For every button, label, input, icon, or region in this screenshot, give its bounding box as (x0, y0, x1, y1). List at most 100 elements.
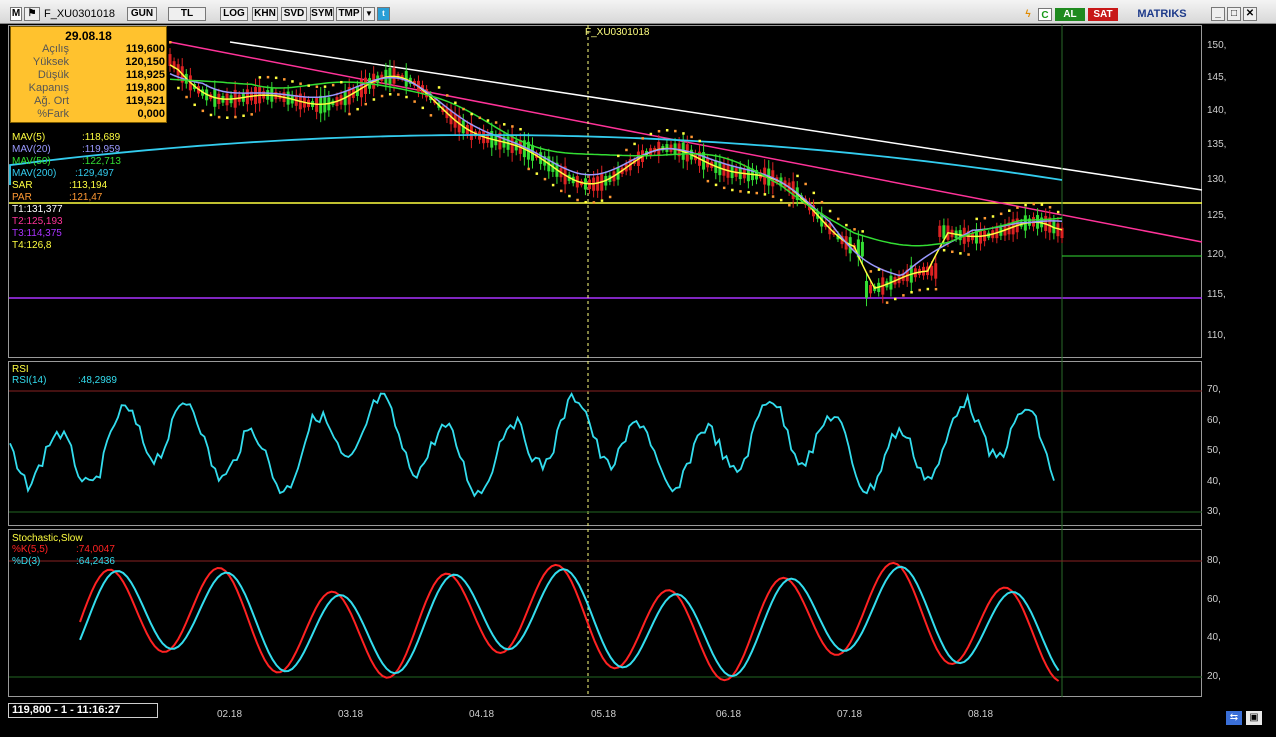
sar-dot (657, 129, 661, 133)
sar-dot (340, 80, 343, 84)
matriks-m-icon[interactable]: M (10, 7, 22, 21)
sar-dot (283, 78, 286, 81)
sar-dot (364, 102, 368, 106)
sar-dot (551, 183, 555, 187)
sar-dot (315, 85, 319, 88)
currency-button[interactable]: TL (168, 7, 206, 21)
rsi-tick: 40, (1207, 476, 1221, 487)
settings-icon[interactable]: ▣ (1246, 711, 1262, 725)
twitter-icon[interactable]: t (377, 7, 390, 21)
stochastic-panel[interactable] (8, 529, 1202, 697)
sar-dot (323, 85, 327, 88)
sar-value: :113,194 (69, 180, 108, 191)
sar-dot (421, 106, 425, 110)
period-button[interactable]: GUN (127, 7, 157, 21)
mav5-value: :118,689 (82, 132, 121, 143)
mav200-label: MAV(200) (12, 168, 57, 179)
sar-dot (942, 248, 946, 252)
mav20-label: MAV(20) (12, 144, 51, 155)
sar-dot (584, 200, 587, 204)
sar-dot (682, 132, 685, 135)
sar-dot (861, 230, 864, 233)
rsi-tick: 60, (1207, 415, 1221, 426)
candle-body (856, 239, 860, 258)
sar-dot (543, 177, 547, 181)
close-icon[interactable]: ✕ (1243, 7, 1257, 21)
sar-dot (739, 190, 742, 193)
price-tick: 135, (1207, 139, 1227, 150)
price-tick: 120, (1207, 249, 1227, 260)
info-row-diff: %Fark 0,000 (37, 108, 165, 120)
tmp-button[interactable]: TMP (336, 7, 362, 21)
flag-icon[interactable]: ⚑ (24, 7, 40, 21)
svd-button[interactable]: SVD (281, 7, 307, 21)
status-bar: 119,800 - 1 - 11:16:27 02.18 03.18 04.18… (0, 700, 1276, 737)
price-panel[interactable] (8, 25, 1202, 358)
candle-body (864, 281, 868, 298)
toolbar: M ⚑ F_XU0301018 GUN TL LOG KHN SVD SYM T… (0, 0, 1276, 24)
sar-dot (991, 215, 995, 218)
sar-dot (608, 195, 612, 199)
sar-dot (258, 76, 262, 79)
buy-button[interactable]: AL (1055, 8, 1085, 21)
date-tick: 03.18 (338, 709, 364, 720)
sell-button[interactable]: SAT (1088, 8, 1118, 21)
trendline-t1 (229, 41, 1203, 191)
rsi-tick: 30, (1207, 506, 1221, 517)
rsi-line (9, 391, 1055, 498)
mav200-line (9, 134, 1063, 185)
sar-dot (999, 212, 1003, 216)
minimize-icon[interactable]: _ (1211, 7, 1225, 21)
stoch-k-line (79, 561, 1060, 682)
sar-dot (926, 287, 930, 291)
maximize-icon[interactable]: □ (1227, 7, 1241, 21)
sar-dot (527, 167, 530, 171)
sar-dot (771, 195, 775, 198)
sar-dot (234, 115, 237, 119)
sar-dot (1056, 210, 1060, 214)
sar-dot (291, 80, 294, 83)
mav20-value: :119,959 (82, 144, 121, 155)
price-tick: 125, (1207, 210, 1227, 221)
sar-dot (226, 116, 229, 119)
stoch-tick: 80, (1207, 555, 1221, 566)
khn-button[interactable]: KHN (252, 7, 278, 21)
price-tick: 140, (1207, 105, 1227, 116)
stoch-k-value: :74,0047 (76, 544, 115, 555)
sar-dot (959, 252, 962, 255)
sar-dot (307, 84, 310, 87)
date-tick: 06.18 (716, 709, 742, 720)
log-button[interactable]: LOG (220, 7, 248, 21)
dropdown-arrow-icon[interactable]: ▼ (363, 7, 375, 21)
sync-icon[interactable]: ⇆ (1226, 711, 1242, 725)
info-row-open: Açılış 119,600 (42, 43, 165, 55)
stoch-title: Stochastic,Slow (12, 533, 83, 544)
mav20-line (169, 73, 1063, 277)
rsi-panel[interactable] (8, 361, 1202, 526)
sar-dot (975, 217, 978, 221)
sar-dot (1024, 203, 1027, 207)
sar-dot (690, 135, 693, 139)
sar-dot (592, 201, 596, 204)
symbol-title[interactable]: F_XU0301018 (44, 8, 115, 20)
sar-dot (641, 137, 644, 140)
sar-dot (853, 228, 856, 231)
refresh-icon[interactable]: C (1038, 8, 1052, 21)
date-tick: 08.18 (968, 709, 994, 720)
trend-t3-label: T3:114,375 (12, 228, 62, 239)
rsi-label: RSI(14) (12, 375, 47, 386)
sar-dot (918, 288, 921, 292)
sym-button[interactable]: SYM (310, 7, 334, 21)
sar-dot (788, 203, 791, 207)
rsi-tick: 50, (1207, 445, 1221, 456)
sar-dot (568, 194, 571, 198)
candle-body (930, 265, 934, 276)
lightning-icon[interactable]: ϟ (1025, 9, 1031, 20)
stoch-d-label: %D(3) (12, 556, 41, 567)
candle-body (869, 284, 873, 294)
candle-body (172, 61, 176, 69)
sar-dot (486, 119, 490, 122)
price-tick: 145, (1207, 72, 1227, 83)
sar-dot (779, 198, 783, 202)
